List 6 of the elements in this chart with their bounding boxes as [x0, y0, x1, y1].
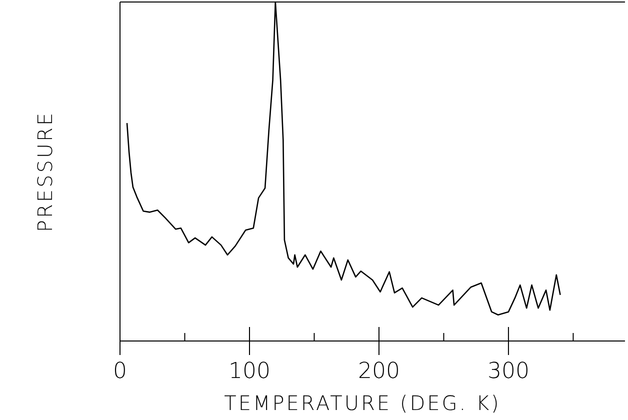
x-tick-label: 200 [358, 359, 400, 384]
y-axis-title: PRESSURE [33, 110, 57, 232]
x-tick-label: 0 [113, 359, 127, 384]
x-tick-label: 100 [228, 359, 270, 384]
x-tick-label: 300 [487, 359, 530, 384]
x-axis-title: TEMPERATURE (DEG. K) [224, 391, 501, 415]
